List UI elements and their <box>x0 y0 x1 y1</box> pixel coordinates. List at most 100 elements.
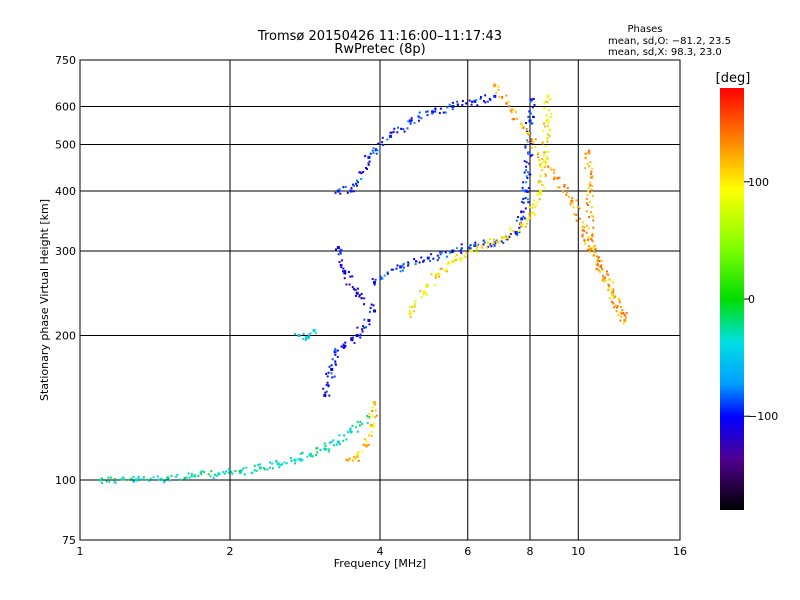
echo-dot <box>434 277 437 280</box>
series-f2-o-mode <box>371 97 536 286</box>
echo-dot <box>521 186 524 189</box>
echo-dot <box>489 99 492 102</box>
echo-dot <box>476 243 479 246</box>
echo-dot <box>381 141 384 144</box>
echo-dot <box>371 406 374 409</box>
echo-dot <box>542 129 545 132</box>
echo-dot <box>616 305 619 308</box>
echo-dot <box>351 424 354 427</box>
echo-dot <box>575 199 578 202</box>
echo-dot <box>528 110 531 113</box>
data-point <box>343 271 347 275</box>
echo-dot <box>515 117 518 120</box>
data-point <box>623 318 627 322</box>
echo-dot <box>572 206 575 209</box>
echo-dot <box>489 243 492 246</box>
echo-dot <box>476 246 479 249</box>
echo-dot <box>533 103 536 106</box>
echo-dot <box>439 107 442 110</box>
echo-dot <box>586 224 589 227</box>
echo-dot <box>342 186 345 189</box>
echo-dot <box>349 275 352 278</box>
echo-dot <box>451 108 454 111</box>
echo-dot <box>544 151 547 154</box>
echo-dot <box>614 295 617 298</box>
echo-dot <box>482 100 485 103</box>
echo-dot <box>591 232 594 235</box>
echo-dot <box>591 215 594 218</box>
echo-dot <box>475 248 478 251</box>
echo-dot <box>356 421 359 424</box>
echo-dot <box>371 149 374 152</box>
echo-dot <box>354 294 357 297</box>
echo-dot <box>110 476 113 479</box>
echo-dot <box>468 246 471 249</box>
echo-dot <box>257 463 260 466</box>
echo-dot <box>461 257 464 260</box>
echo-dot <box>493 85 496 88</box>
echo-dot <box>518 222 521 225</box>
echo-dot <box>522 197 525 200</box>
echo-dot <box>531 146 534 149</box>
echo-dot <box>497 241 500 244</box>
echo-dot <box>539 181 542 184</box>
echo-dot <box>460 259 463 262</box>
echo-dot <box>531 206 534 209</box>
echo-dot <box>495 239 498 242</box>
echo-dot <box>367 417 370 420</box>
echo-dot <box>516 232 519 235</box>
echo-dot <box>403 130 406 133</box>
echo-dot <box>456 103 459 106</box>
echo-dot <box>619 311 622 314</box>
echo-dot <box>360 177 363 180</box>
echo-dot <box>505 102 508 105</box>
echo-dot <box>509 233 512 236</box>
y-tick-label: 500 <box>55 139 76 152</box>
echo-dot <box>145 478 148 481</box>
y-tick-label: 75 <box>62 534 76 547</box>
echo-dot <box>530 138 533 141</box>
echo-dot <box>594 248 597 251</box>
echo-dot <box>346 191 349 194</box>
echo-dot <box>468 99 471 102</box>
echo-dot <box>343 434 346 437</box>
echo-dot <box>535 204 538 207</box>
echo-dot <box>364 155 367 158</box>
data-point <box>493 94 497 98</box>
echo-dot <box>528 213 531 216</box>
echo-dot <box>439 267 442 270</box>
echo-dot <box>359 420 362 423</box>
echo-dot <box>409 316 412 319</box>
echo-dot <box>469 249 472 252</box>
echo-dot <box>334 350 337 353</box>
y-tick-label: 200 <box>55 330 76 343</box>
echo-dot <box>541 158 544 161</box>
echo-dot <box>543 154 546 157</box>
echo-dot <box>392 130 395 133</box>
echo-dot <box>360 172 363 175</box>
echo-dot <box>505 237 508 240</box>
echo-dot <box>547 165 550 168</box>
echo-dot <box>546 125 549 128</box>
echo-dot <box>374 409 377 412</box>
echo-dot <box>417 119 420 122</box>
echo-dot <box>289 457 292 460</box>
echo-dot <box>357 453 360 456</box>
echo-dot <box>605 279 608 282</box>
echo-dot <box>578 217 581 220</box>
echo-dot <box>324 391 327 394</box>
echo-dot <box>299 452 302 455</box>
echo-dot <box>490 243 493 246</box>
data-point <box>297 334 301 338</box>
echo-dot <box>434 275 437 278</box>
echo-dot <box>371 414 374 417</box>
echo-dot <box>522 181 525 184</box>
echo-dot <box>418 111 421 114</box>
echo-dot <box>508 105 511 108</box>
echo-dot <box>420 256 423 259</box>
echo-dot <box>581 226 584 229</box>
echo-dot <box>618 300 621 303</box>
echo-dot <box>515 111 518 114</box>
echo-dot <box>378 149 381 152</box>
